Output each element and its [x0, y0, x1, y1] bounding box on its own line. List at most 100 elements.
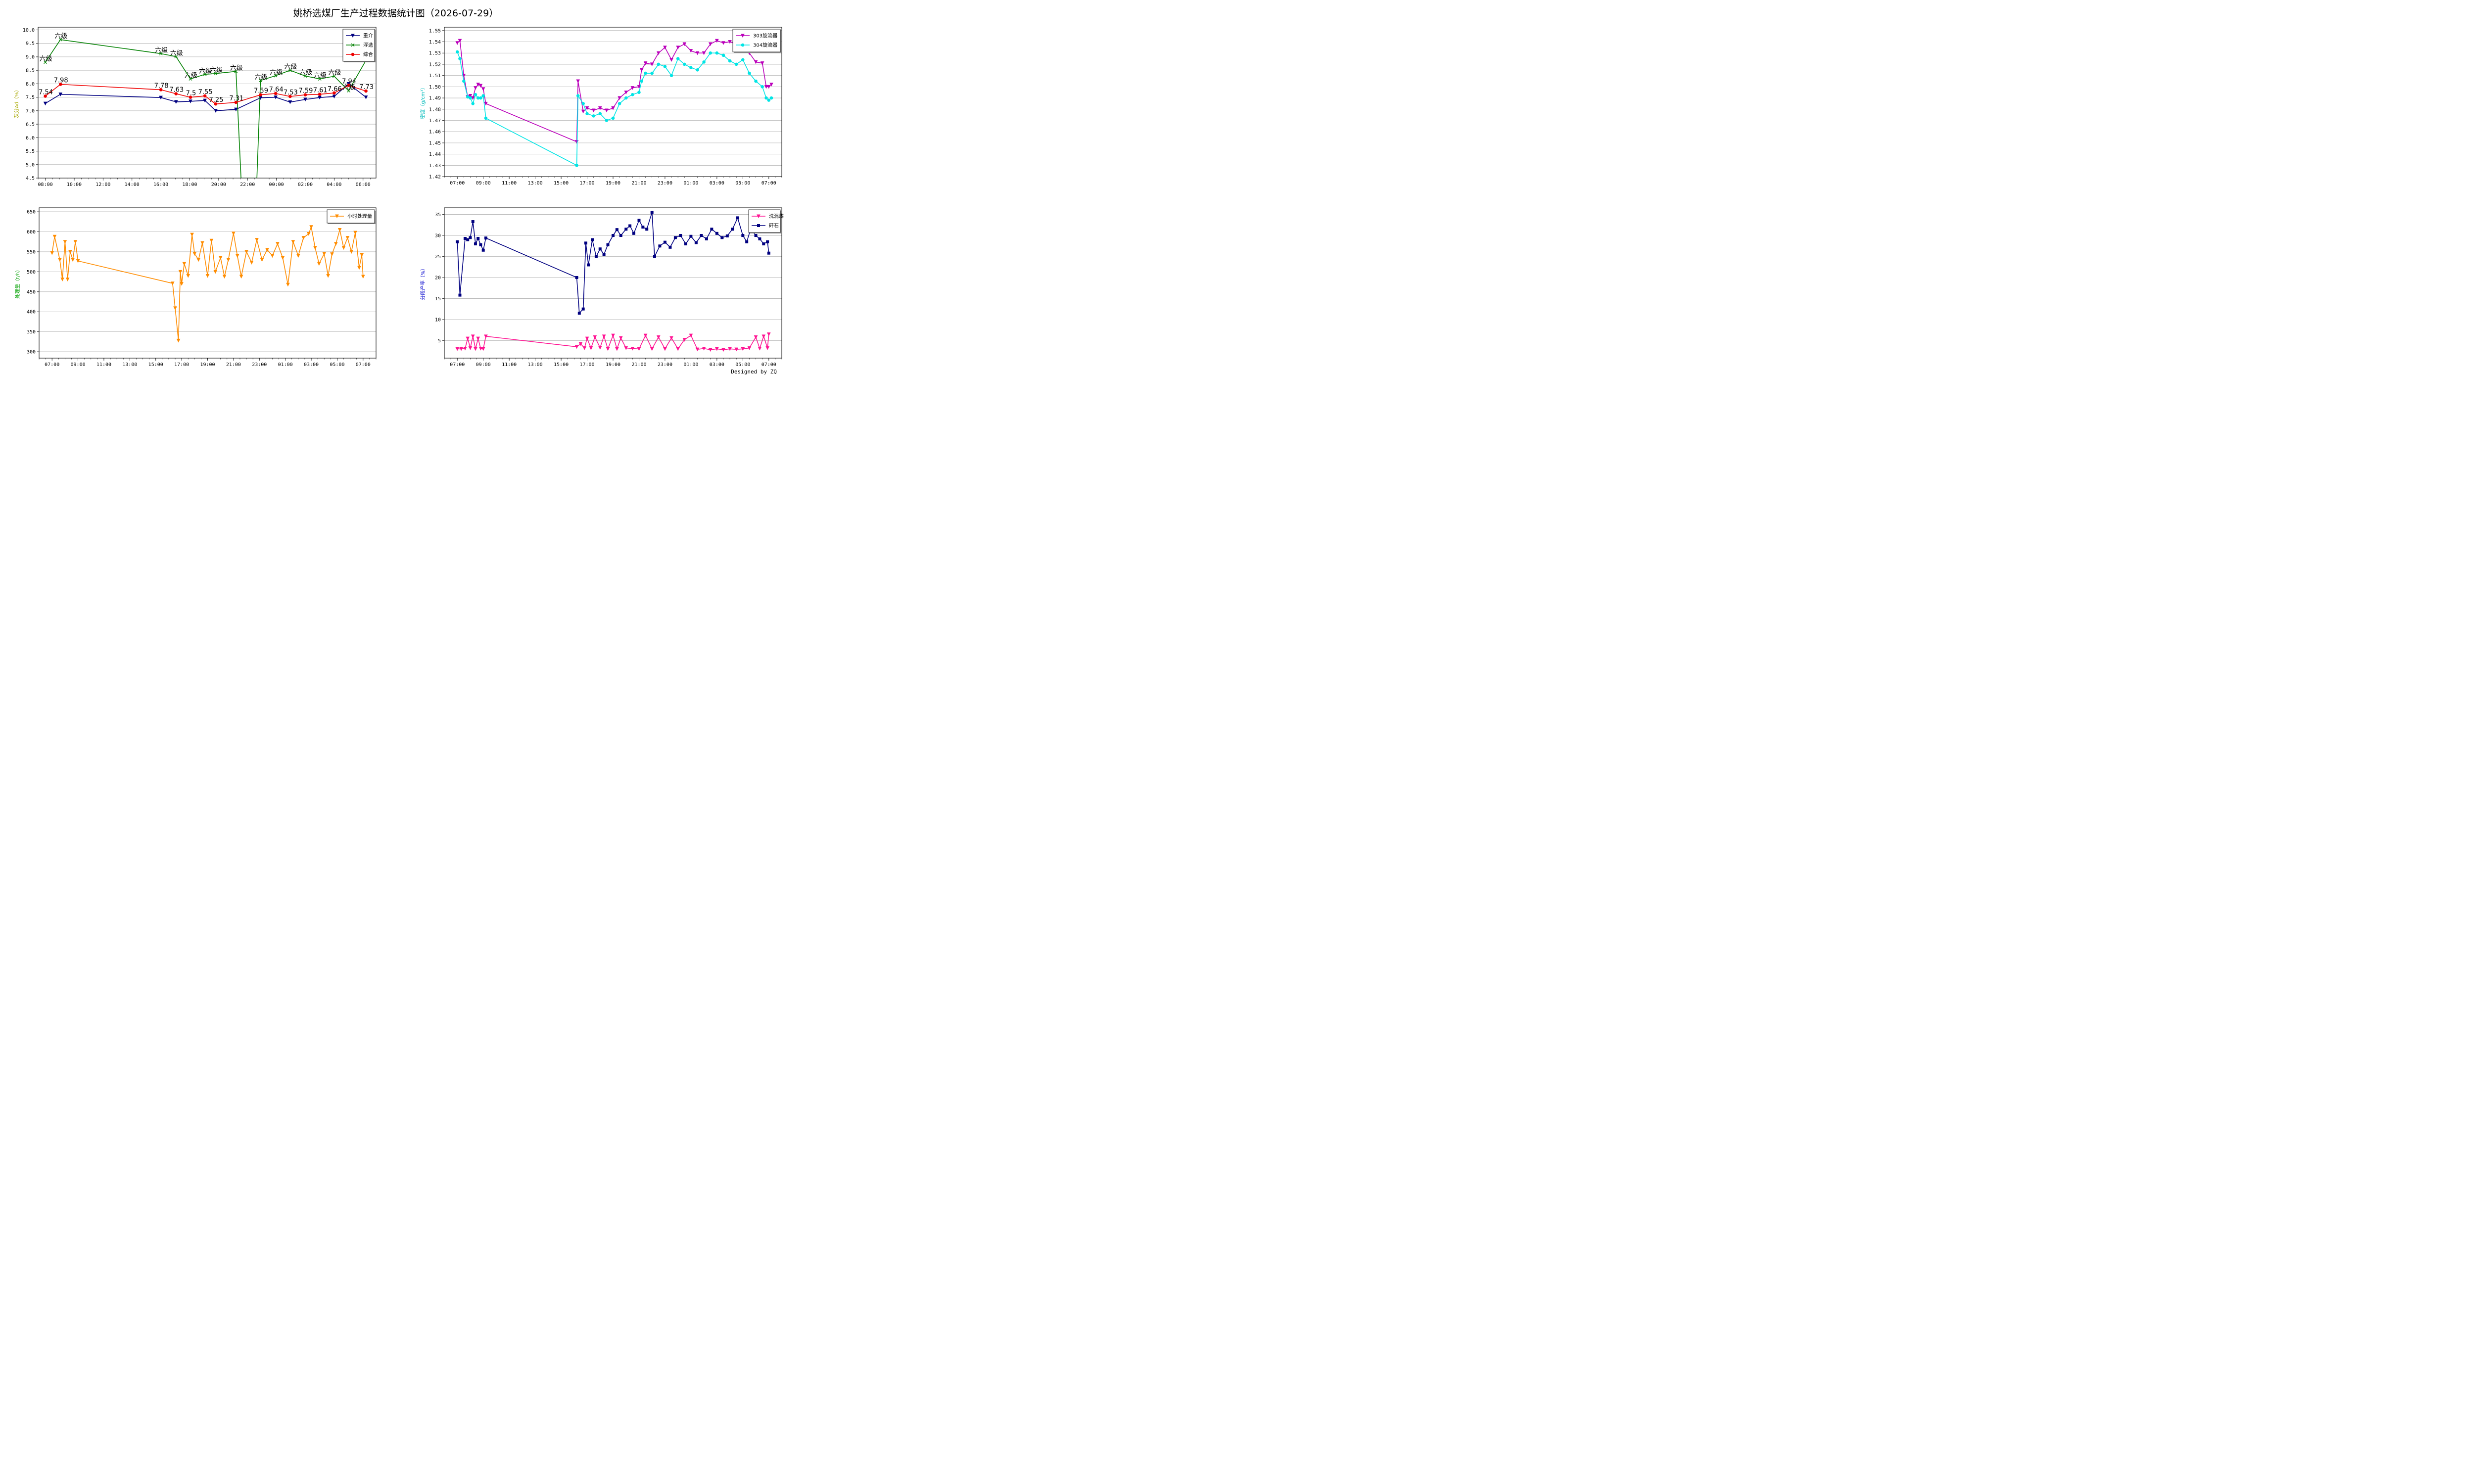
- y-tick-label: 1.49: [429, 96, 441, 101]
- data-point: [611, 106, 615, 110]
- data-point: [360, 253, 364, 257]
- data-point: [640, 79, 644, 83]
- data-point: [663, 65, 667, 68]
- data-point: [309, 225, 313, 229]
- data-point: [345, 236, 350, 240]
- data-point: [476, 83, 480, 87]
- y-tick-label: 650: [27, 210, 36, 215]
- data-point: [481, 347, 485, 351]
- data-point: [585, 106, 589, 110]
- data-point: [313, 246, 317, 250]
- data-point: [203, 94, 207, 98]
- data-point: [754, 335, 758, 339]
- data-point: [669, 74, 673, 77]
- data-point: [303, 74, 307, 78]
- y-tick-label: 6.5: [26, 122, 35, 128]
- data-point: [226, 258, 231, 262]
- data-point: [203, 72, 207, 76]
- data-point: [174, 92, 178, 95]
- data-point: [484, 334, 488, 338]
- x-tick-label: 07:00: [450, 181, 465, 186]
- grade-label: 六级: [54, 33, 67, 40]
- x-tick-label: 00:00: [269, 182, 284, 187]
- x-tick-label: 11:00: [502, 181, 517, 186]
- data-point: [641, 226, 645, 229]
- data-point: [218, 256, 223, 260]
- data-point: [715, 347, 719, 351]
- data-label: 7.63: [169, 87, 184, 94]
- x-tick-label: 14:00: [125, 182, 140, 187]
- data-point: [696, 68, 699, 72]
- data-point: [455, 347, 460, 351]
- legend-marker: [757, 214, 761, 219]
- data-point: [584, 241, 587, 245]
- data-point: [728, 59, 732, 63]
- data-point: [50, 251, 54, 255]
- data-point: [337, 228, 342, 232]
- data-point: [474, 86, 477, 90]
- data-point: [189, 77, 192, 81]
- y-tick-label: 30: [435, 233, 441, 239]
- y-tick-label: 7.5: [26, 95, 35, 100]
- x-tick-label: 07:00: [761, 181, 776, 186]
- data-point: [322, 252, 327, 256]
- data-point: [576, 94, 580, 97]
- y-tick-label: 10.0: [23, 28, 35, 33]
- y-tick-label: 10: [435, 317, 441, 323]
- data-point: [255, 238, 259, 242]
- legend-marker: [741, 43, 745, 47]
- data-point: [728, 40, 732, 44]
- y-tick-label: 400: [27, 310, 36, 315]
- data-label: 7.66: [328, 86, 342, 93]
- data-point: [765, 346, 769, 350]
- data-point: [481, 94, 485, 97]
- data-point: [624, 96, 628, 100]
- y-tick-label: 1.47: [429, 118, 441, 124]
- data-point: [189, 95, 192, 99]
- data-point: [715, 39, 719, 43]
- data-point: [592, 114, 595, 118]
- data-point: [471, 96, 475, 100]
- data-point: [235, 254, 239, 258]
- legend-label: 304旋流器: [753, 42, 777, 48]
- data-label: 7.53: [284, 89, 298, 96]
- x-tick-label: 04:00: [327, 182, 341, 187]
- data-point: [575, 163, 578, 167]
- x-tick-label: 17:00: [174, 362, 189, 368]
- data-point: [288, 68, 292, 72]
- data-point: [306, 232, 311, 236]
- data-point: [330, 252, 334, 256]
- x-tick-label: 03:00: [710, 181, 724, 186]
- legend-label: 矸石: [769, 223, 779, 229]
- data-point: [176, 338, 181, 343]
- data-point: [174, 100, 178, 104]
- y-axis-label: 密度（g/cm³）: [420, 85, 426, 119]
- data-point: [684, 242, 687, 246]
- plot-frame: [38, 27, 377, 179]
- y-tick-label: 20: [435, 275, 441, 280]
- data-point: [689, 49, 693, 53]
- data-point: [63, 240, 67, 244]
- x-tick-label: 13:00: [122, 362, 137, 368]
- y-tick-label: 5.5: [26, 149, 35, 154]
- chart-panel-3: 300 350 400 450 500 550 600 650 07:00 09:00 11:00 1…: [15, 207, 377, 368]
- data-point: [645, 228, 649, 231]
- data-point: [682, 62, 686, 66]
- data-point: [663, 240, 666, 244]
- y-tick-label: 15: [435, 296, 441, 302]
- y-tick-label: 1.48: [429, 107, 441, 112]
- data-point: [606, 347, 610, 351]
- data-point: [44, 94, 47, 98]
- x-tick-label: 23:00: [658, 362, 672, 368]
- data-point: [276, 242, 280, 246]
- y-tick-label: 4.5: [26, 176, 35, 182]
- data-point: [593, 335, 597, 339]
- data-label: 7.64: [269, 86, 284, 93]
- data-point: [58, 38, 62, 42]
- data-point: [222, 275, 227, 279]
- legend-label: 303旋流器: [753, 33, 777, 39]
- data-point: [484, 101, 488, 106]
- legend-entry: 矸石: [752, 223, 779, 229]
- data-point: [598, 247, 602, 251]
- data-point: [347, 89, 350, 93]
